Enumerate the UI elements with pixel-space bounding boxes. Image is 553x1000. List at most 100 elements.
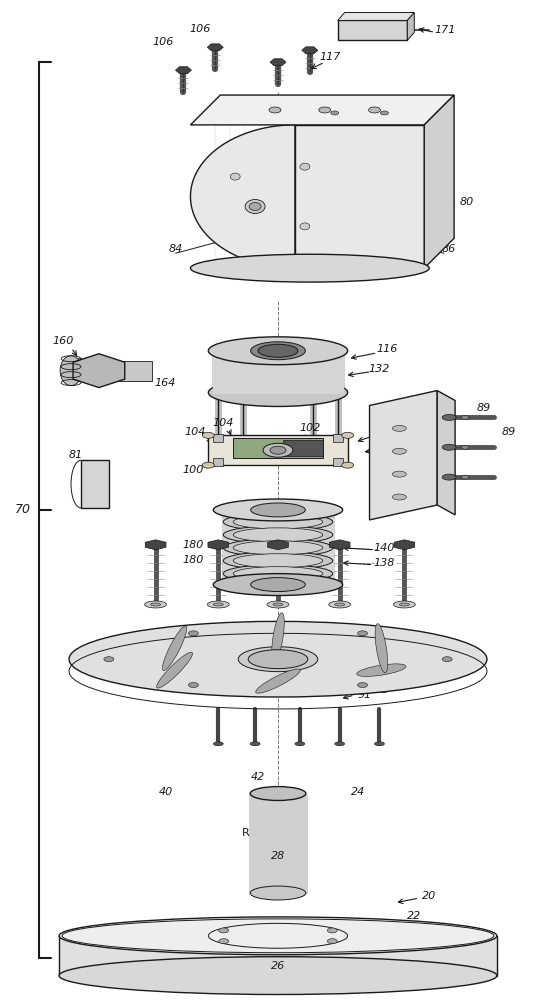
- Text: 28: 28: [271, 851, 285, 861]
- Ellipse shape: [442, 444, 456, 450]
- Ellipse shape: [69, 621, 487, 697]
- Ellipse shape: [59, 957, 497, 995]
- Ellipse shape: [442, 414, 456, 420]
- Polygon shape: [190, 95, 454, 125]
- Text: 102: 102: [299, 423, 321, 433]
- FancyBboxPatch shape: [81, 460, 109, 508]
- Ellipse shape: [213, 499, 343, 521]
- Polygon shape: [338, 20, 408, 40]
- Ellipse shape: [375, 624, 388, 673]
- Polygon shape: [394, 540, 415, 550]
- Text: 89: 89: [477, 403, 491, 413]
- Polygon shape: [175, 67, 191, 74]
- Text: 140: 140: [374, 543, 395, 553]
- Text: 104: 104: [212, 418, 234, 428]
- Ellipse shape: [358, 631, 368, 636]
- Text: 94: 94: [168, 659, 182, 669]
- Ellipse shape: [342, 432, 353, 438]
- Ellipse shape: [300, 163, 310, 170]
- Ellipse shape: [60, 356, 82, 386]
- Text: 84: 84: [168, 244, 182, 254]
- Ellipse shape: [59, 917, 497, 955]
- Ellipse shape: [202, 432, 215, 438]
- Polygon shape: [213, 351, 343, 393]
- Ellipse shape: [223, 539, 333, 557]
- Ellipse shape: [251, 342, 305, 360]
- Polygon shape: [145, 540, 166, 550]
- FancyBboxPatch shape: [107, 361, 152, 381]
- Text: 24: 24: [351, 787, 365, 797]
- Polygon shape: [302, 47, 318, 54]
- Ellipse shape: [327, 939, 337, 944]
- Text: 26: 26: [271, 961, 285, 971]
- Polygon shape: [424, 95, 454, 268]
- Ellipse shape: [251, 578, 305, 592]
- Ellipse shape: [393, 471, 406, 477]
- Text: 171: 171: [435, 25, 456, 35]
- Ellipse shape: [189, 683, 199, 688]
- Polygon shape: [270, 59, 286, 66]
- Ellipse shape: [258, 344, 298, 357]
- Ellipse shape: [358, 683, 368, 688]
- Ellipse shape: [295, 742, 305, 746]
- Ellipse shape: [269, 107, 281, 113]
- Ellipse shape: [442, 474, 456, 480]
- Text: 170: 170: [379, 423, 400, 433]
- Text: 100: 100: [182, 465, 204, 475]
- Ellipse shape: [233, 541, 323, 555]
- Ellipse shape: [251, 503, 305, 517]
- Ellipse shape: [249, 203, 261, 210]
- Ellipse shape: [223, 526, 333, 544]
- Ellipse shape: [393, 494, 406, 500]
- Ellipse shape: [150, 603, 160, 606]
- Ellipse shape: [248, 650, 308, 669]
- Polygon shape: [268, 540, 288, 550]
- Polygon shape: [369, 391, 437, 520]
- Ellipse shape: [233, 567, 323, 581]
- Text: 40: 40: [159, 787, 173, 797]
- Text: 70: 70: [15, 503, 32, 516]
- Ellipse shape: [461, 445, 469, 449]
- Text: 164: 164: [155, 378, 176, 388]
- Text: 80: 80: [460, 197, 474, 207]
- Text: 106: 106: [190, 24, 211, 34]
- Text: 106: 106: [153, 37, 174, 47]
- Text: 22: 22: [407, 911, 421, 921]
- Ellipse shape: [190, 254, 429, 282]
- Text: 162: 162: [62, 358, 84, 368]
- Ellipse shape: [163, 626, 187, 671]
- Ellipse shape: [233, 554, 323, 568]
- Text: 89: 89: [502, 427, 516, 437]
- Polygon shape: [73, 354, 125, 388]
- Text: 117: 117: [319, 52, 341, 62]
- Ellipse shape: [250, 742, 260, 746]
- Text: 104: 104: [185, 427, 206, 437]
- Ellipse shape: [233, 515, 323, 529]
- Ellipse shape: [245, 200, 265, 213]
- Ellipse shape: [202, 462, 215, 468]
- Text: 180: 180: [182, 555, 204, 565]
- Text: 116: 116: [377, 344, 398, 354]
- Ellipse shape: [393, 425, 406, 431]
- FancyBboxPatch shape: [213, 458, 223, 466]
- Ellipse shape: [233, 528, 323, 542]
- Ellipse shape: [380, 111, 388, 115]
- Ellipse shape: [342, 462, 353, 468]
- Text: 91: 91: [387, 682, 401, 692]
- Text: 160: 160: [53, 336, 74, 346]
- Ellipse shape: [327, 928, 337, 933]
- Ellipse shape: [442, 657, 452, 662]
- Polygon shape: [437, 391, 455, 515]
- Polygon shape: [338, 12, 414, 20]
- Ellipse shape: [219, 928, 229, 933]
- Ellipse shape: [357, 664, 406, 676]
- FancyBboxPatch shape: [283, 440, 323, 456]
- Ellipse shape: [374, 742, 384, 746]
- Ellipse shape: [250, 787, 306, 800]
- Ellipse shape: [267, 601, 289, 608]
- Ellipse shape: [208, 379, 348, 406]
- FancyBboxPatch shape: [233, 438, 323, 458]
- Ellipse shape: [219, 939, 229, 944]
- Ellipse shape: [263, 443, 293, 457]
- Polygon shape: [223, 510, 333, 585]
